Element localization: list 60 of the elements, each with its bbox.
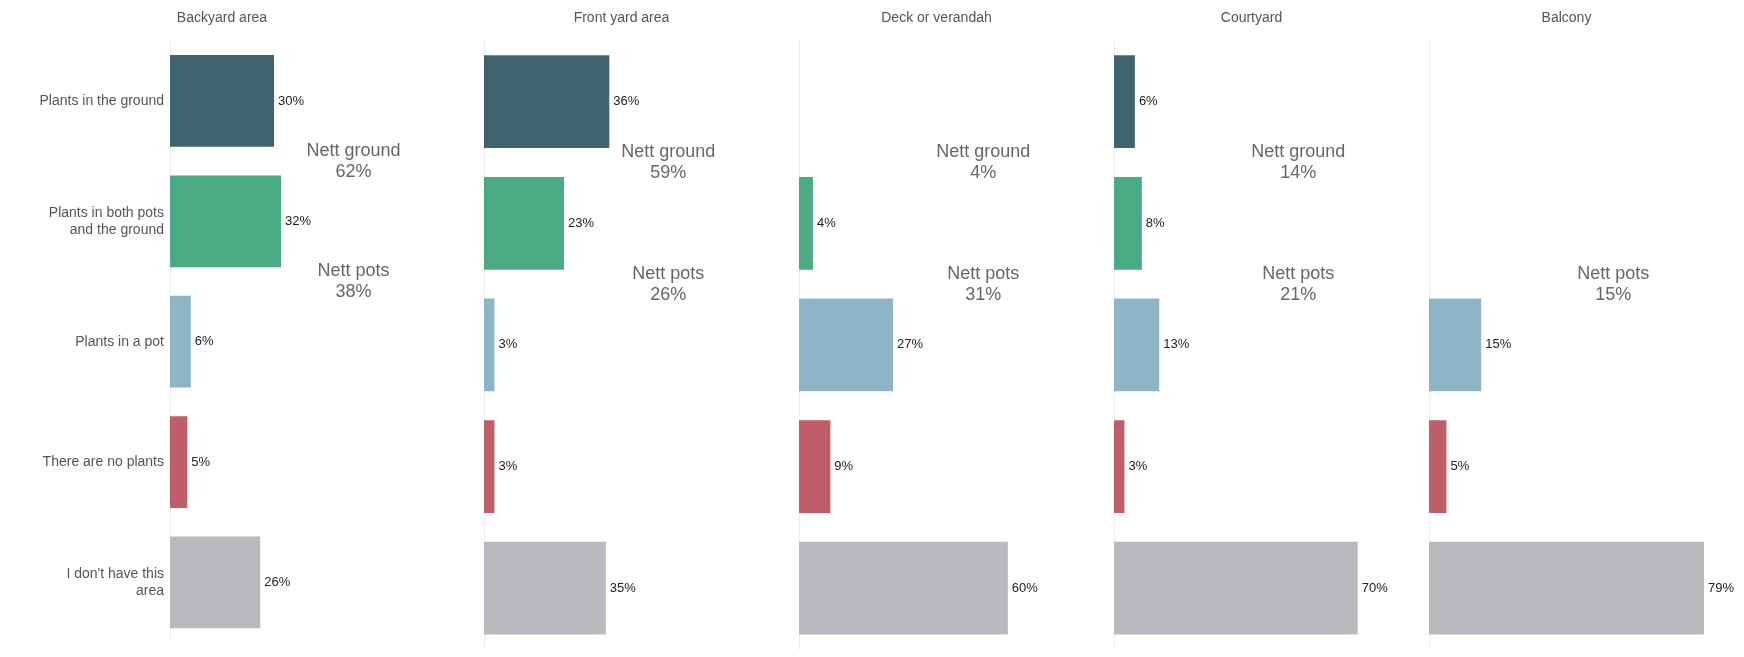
data-label: 70% [1361, 579, 1389, 595]
bar [484, 541, 606, 635]
annotation: Nett pots 21% [1262, 262, 1335, 304]
bar [170, 416, 188, 508]
data-label: 3% [498, 336, 518, 352]
annotation: Nett ground 4% [936, 140, 1031, 182]
bar [1114, 176, 1142, 270]
data-label: 5% [1450, 458, 1470, 474]
data-label: 30% [278, 92, 305, 108]
bar [799, 176, 813, 270]
y-tick-label: I don't have this area [66, 564, 165, 598]
bar [799, 420, 831, 513]
data-label: 8% [1145, 214, 1166, 230]
data-label: 26% [264, 574, 291, 589]
bar [1114, 420, 1125, 513]
chart-title: Balcony [1541, 9, 1592, 26]
data-label: 4% [816, 214, 837, 230]
bar [170, 175, 281, 268]
data-label: 15% [1485, 336, 1512, 352]
data-label: 60% [1011, 579, 1039, 595]
data-label: 32% [284, 212, 312, 228]
bar [799, 298, 893, 392]
bar [484, 55, 610, 148]
bar [170, 55, 275, 147]
data-label: 35% [609, 579, 637, 595]
bar [1114, 541, 1358, 635]
bar [799, 541, 1008, 635]
bar [170, 536, 261, 629]
text: Nett ground 59% [621, 140, 716, 182]
data-label: 6% [194, 333, 215, 349]
bar [484, 420, 495, 513]
text: Nett ground 62% [306, 139, 401, 181]
bar [484, 176, 565, 270]
bar [170, 295, 191, 388]
data-label: 3% [1128, 458, 1148, 474]
annotation: Nett pots 31% [947, 262, 1020, 304]
chart-title: Deck or verandah [881, 9, 992, 26]
y-tick-label: Plants in the ground [39, 91, 164, 108]
chart-title: Courtyard [1220, 9, 1283, 26]
text: Nett pots 38% [317, 259, 390, 301]
bar [484, 298, 495, 392]
chart-title: Backyard area [176, 9, 268, 26]
annotation: Nett ground 14% [1251, 140, 1346, 182]
data-label: 13% [1163, 336, 1190, 352]
data-label: 23% [568, 214, 595, 230]
data-label: 5% [191, 453, 211, 469]
text: Nett pots 26% [632, 262, 705, 304]
data-label: 9% [834, 458, 854, 474]
y-tick-label: Plants in both pots and the ground [48, 203, 164, 237]
data-label: 36% [613, 93, 640, 109]
bar [1114, 298, 1160, 392]
data-label: 6% [1138, 93, 1159, 109]
data-label: 79% [1708, 579, 1735, 595]
y-tick-label: Plants in a pot [75, 332, 165, 349]
annotation: Nett pots 15% [1577, 262, 1650, 304]
y-tick-label: There are no plants [42, 452, 164, 469]
data-label: 3% [498, 458, 518, 474]
bar [1114, 55, 1135, 148]
data-label: 27% [896, 336, 924, 352]
chart-title: Front yard area [573, 9, 670, 26]
